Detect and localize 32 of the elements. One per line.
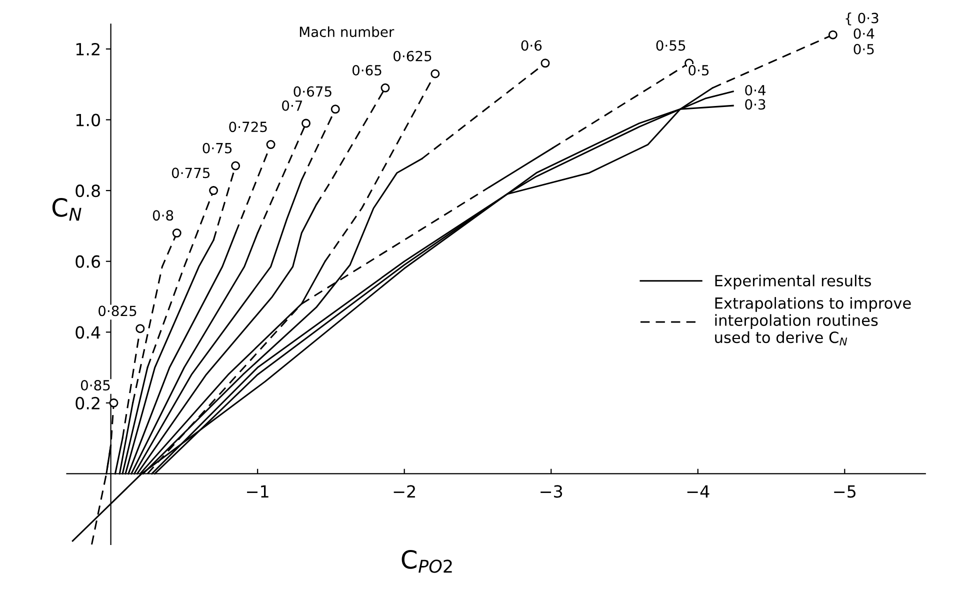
annotation: 0·3 [745,99,766,110]
annotation: 0·775 [172,168,210,178]
annotation: 0·6 [521,40,542,51]
y-tick-label: 0.8 [76,184,100,198]
annotation: 0·725 [229,122,267,132]
annotation: 0·8 [152,210,174,221]
x-tick-label: −5 [834,485,856,498]
annotation: 0·825 [98,306,136,316]
annotation: 0·55 [656,40,686,51]
annotation: 0·85 [80,380,110,391]
y-tick-label: 1.2 [76,42,100,56]
x-tick-label: −4 [687,485,710,498]
legend-label: Experimental results [715,274,871,290]
legend-label: Extrapolations to improve interpolation routines used to derive C$_{N}$ [715,297,911,346]
x-tick-label: −2 [394,485,415,498]
annotation: Mach number [300,26,394,38]
y-tick-label: 0.2 [76,396,100,410]
y-tick-label: 0.6 [76,255,100,268]
y-axis-title: C$_{N}$ [52,198,82,221]
annotation: 0·675 [294,86,332,97]
x-tick-label: −3 [540,485,562,498]
x-axis-title: C$_{PO2}$ [402,550,452,573]
annotation: 0·5 [688,64,709,76]
annotation: 0·4 [745,84,766,96]
x-tick-label: −1 [247,485,268,498]
y-tick-label: 1.0 [76,114,100,126]
annotation: 0·75 [202,142,232,154]
annotation: 0·7 [282,100,302,111]
annotation: { 0·3 0·4 0·5 [846,12,878,54]
annotation: 0·65 [352,64,382,76]
y-tick-label: 0.4 [76,326,100,339]
annotation: 0·625 [394,50,432,62]
